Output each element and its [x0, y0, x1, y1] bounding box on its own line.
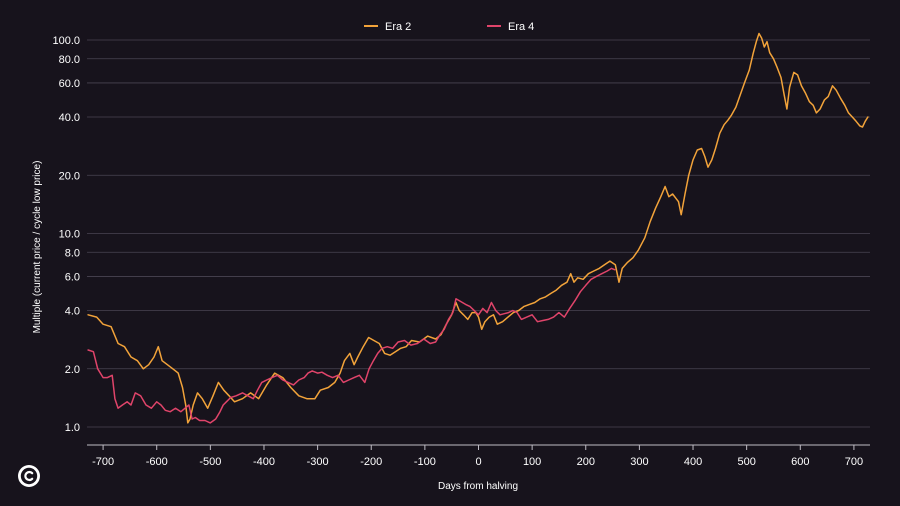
- y-tick-label: 100.0: [52, 35, 80, 47]
- y-tick-label: 2.0: [65, 364, 80, 376]
- x-tick-label: 200: [577, 456, 595, 468]
- y-tick-label: 60.0: [59, 78, 80, 90]
- series-line-era-4: [87, 267, 616, 424]
- x-tick-label: -600: [146, 456, 168, 468]
- x-tick-label: -300: [307, 456, 329, 468]
- y-tick-label: 40.0: [59, 112, 80, 124]
- x-tick-label: -400: [253, 456, 275, 468]
- x-tick-label: -200: [360, 456, 382, 468]
- y-tick-label: 1.0: [65, 422, 80, 434]
- y-tick-label: 6.0: [65, 271, 80, 283]
- chart-axes: 1.0 2.0 4.0 6.0 8.0 10.0 20.0 40.0 60.0 80.0 100.0…: [52, 35, 870, 468]
- x-axis-title: Days from halving: [438, 481, 518, 492]
- x-tick-label: 0: [475, 456, 481, 468]
- chart-series: [87, 32, 869, 424]
- x-tick-label: 100: [523, 456, 541, 468]
- legend-label-era-2: Era 2: [385, 21, 411, 33]
- y-tick-label: 20.0: [59, 170, 80, 182]
- x-tick-label: 500: [737, 456, 755, 468]
- y-tick-label: 80.0: [59, 54, 80, 66]
- x-tick-label: -500: [199, 456, 221, 468]
- x-tick-label: -700: [92, 456, 114, 468]
- x-tick-label: 400: [684, 456, 702, 468]
- chart-legend: Era 2 Era 4: [364, 21, 534, 33]
- y-axis-title: Multiple (current price / cycle low pric…: [32, 161, 43, 334]
- y-tick-label: 8.0: [65, 247, 80, 259]
- y-tick-label: 10.0: [59, 229, 80, 241]
- x-tick-label: -100: [414, 456, 436, 468]
- x-tick-label: 300: [630, 456, 648, 468]
- series-line-era-2: [87, 32, 869, 424]
- x-tick-label: 700: [845, 456, 863, 468]
- legend-label-era-4: Era 4: [508, 21, 534, 33]
- y-tick-label: 4.0: [65, 306, 80, 318]
- chart-grid: [87, 39, 870, 428]
- x-tick-label: 600: [791, 456, 809, 468]
- brand-logo-icon: [18, 465, 40, 487]
